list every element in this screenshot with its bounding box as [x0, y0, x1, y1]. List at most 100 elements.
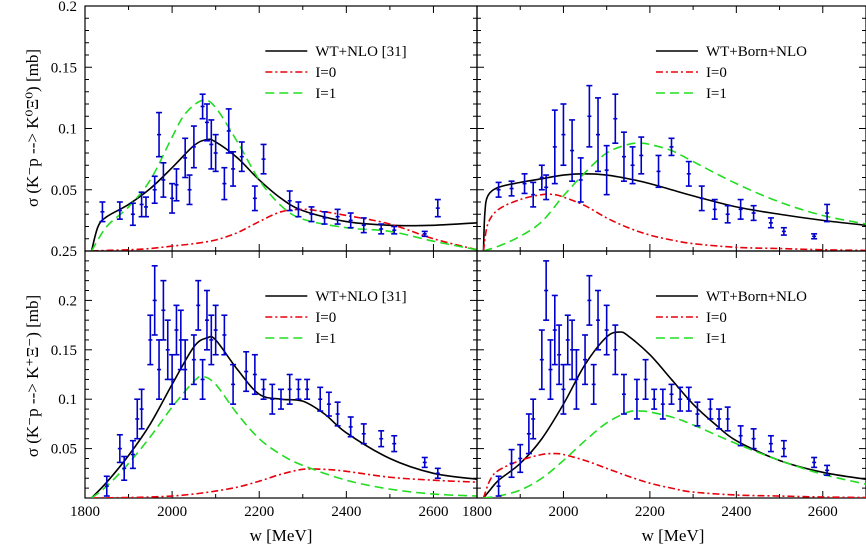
- data-point: [116, 433, 123, 464]
- data-point: [538, 164, 545, 191]
- data-point: [190, 125, 197, 169]
- x-tick-label: 1800: [70, 504, 100, 520]
- data-point: [586, 84, 593, 148]
- data-point: [767, 434, 774, 453]
- data-point: [177, 309, 184, 371]
- data-point: [225, 108, 232, 154]
- data-point: [391, 225, 398, 235]
- y-tick-label: 0.05: [51, 183, 77, 199]
- data-point: [577, 157, 584, 203]
- data-point: [173, 168, 180, 202]
- data-point: [160, 162, 167, 198]
- x-axis-title-left: w [MeV]: [250, 526, 313, 545]
- data-point: [151, 175, 158, 205]
- legend-label: I=0: [315, 65, 336, 81]
- x-tick-label: 1800: [462, 504, 492, 520]
- data-point: [238, 141, 245, 173]
- data-point: [360, 217, 367, 234]
- data-point: [668, 137, 675, 157]
- data-point: [129, 202, 136, 227]
- y-tick-label: 0.1: [58, 392, 77, 408]
- data-point: [811, 233, 818, 240]
- data-point: [317, 386, 324, 412]
- data-point: [724, 204, 731, 224]
- plot-area: [90, 265, 477, 498]
- series-line-i-0: [482, 452, 866, 498]
- data-point: [508, 448, 515, 479]
- data-point: [156, 111, 163, 158]
- data-point: [230, 363, 237, 405]
- data-point: [391, 434, 398, 453]
- data-point: [203, 103, 210, 142]
- data-point: [212, 133, 219, 173]
- data-point: [160, 279, 167, 341]
- data-point: [737, 425, 744, 447]
- data-point: [286, 190, 293, 212]
- series-line-wt-born-nlo: [482, 331, 866, 498]
- data-point: [325, 391, 332, 417]
- data-point: [707, 398, 714, 420]
- data-point: [569, 119, 576, 182]
- data-point: [651, 388, 658, 410]
- data-point: [378, 430, 385, 448]
- data-point: [334, 401, 341, 427]
- legend-label: WT+Born+NLO: [706, 44, 807, 60]
- data-point: [556, 324, 563, 386]
- bottom-y-axis-title: σ (K⁻p --> K⁺Ξ⁻) [mb]: [23, 295, 42, 457]
- data-point: [221, 166, 228, 201]
- data-point: [564, 314, 571, 366]
- x-tick-label: 2600: [418, 504, 448, 520]
- data-point: [824, 203, 831, 223]
- series-line-i-1: [483, 142, 866, 251]
- data-point: [360, 423, 367, 445]
- legend-label: I=1: [315, 86, 336, 102]
- panel-top-right: WT+Born+NLO I=0 I=1: [476, 5, 866, 252]
- y-tick-label: 0.2: [58, 0, 77, 15]
- data-point: [208, 119, 215, 170]
- x-tick-label: 2600: [808, 504, 838, 520]
- data-point: [595, 289, 602, 351]
- y-tick-label: 0.2: [58, 293, 77, 309]
- data-point: [99, 201, 106, 223]
- data-point: [321, 211, 328, 225]
- x-tick-label: 2200: [635, 504, 665, 520]
- data-point: [716, 408, 723, 430]
- data-point: [620, 131, 627, 182]
- data-point: [142, 196, 149, 218]
- plot-area: [482, 84, 866, 251]
- x-axis-title-right: w [MeV]: [642, 526, 705, 545]
- data-point: [186, 174, 193, 206]
- legend-label: WT+Born+NLO: [706, 289, 807, 305]
- data-point: [195, 279, 202, 331]
- data-point: [156, 339, 163, 401]
- legend-label: WT+NLO [31]: [315, 44, 406, 60]
- data-point: [138, 388, 145, 430]
- data-point: [685, 386, 692, 412]
- data-point: [221, 314, 228, 356]
- data-point: [560, 103, 567, 167]
- data-point: [495, 181, 502, 198]
- data-point: [521, 173, 528, 195]
- data-point: [603, 144, 610, 196]
- data-point: [199, 93, 206, 120]
- data-point: [517, 443, 524, 474]
- x-tick-label: 2400: [721, 504, 751, 520]
- data-point: [603, 304, 610, 356]
- data-point: [685, 160, 692, 187]
- data-point: [286, 373, 293, 405]
- panel-frame: [476, 250, 866, 499]
- legend-label: I=1: [315, 331, 336, 347]
- y-tick-label: 0.25: [51, 244, 77, 260]
- data-point: [421, 456, 428, 469]
- data-point: [208, 314, 215, 366]
- data-point: [811, 456, 818, 469]
- data-point: [182, 137, 189, 179]
- series-line-wt-nlo-31-: [90, 138, 477, 251]
- data-point: [525, 413, 532, 455]
- data-point: [551, 109, 558, 185]
- legend-label: I=0: [315, 310, 336, 326]
- data-point: [164, 319, 171, 381]
- x-tick-label: 2000: [548, 504, 578, 520]
- data-point: [378, 223, 385, 235]
